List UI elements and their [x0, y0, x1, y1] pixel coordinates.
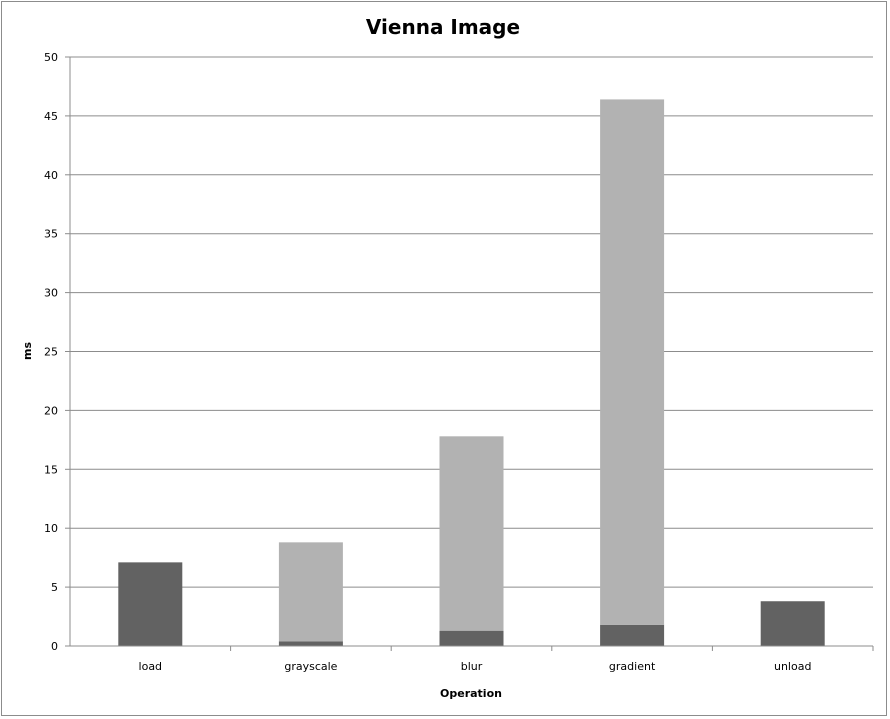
bars — [118, 99, 825, 646]
bar-load-segment-1 — [118, 562, 183, 646]
y-tick-label-0: 0 — [51, 640, 58, 653]
y-tick-label-35: 35 — [44, 228, 58, 241]
x-tick-label-gradient: gradient — [609, 660, 656, 673]
y-tick-label-15: 15 — [44, 463, 58, 476]
y-tick-label-30: 30 — [44, 287, 58, 300]
y-tick-label-25: 25 — [44, 346, 58, 359]
bar-grayscale-segment-2 — [278, 542, 343, 642]
y-tick-label-45: 45 — [44, 110, 58, 123]
y-tick-label-5: 5 — [51, 581, 58, 594]
x-tick-label-unload: unload — [774, 660, 811, 673]
bar-grayscale-segment-1 — [278, 641, 343, 646]
gridlines — [70, 56, 873, 588]
chart-title: Vienna Image — [366, 15, 520, 39]
bar-gradient-segment-1 — [600, 624, 665, 646]
bar-gradient-segment-2 — [600, 99, 665, 625]
y-tick-label-40: 40 — [44, 169, 58, 182]
y-tick-label-50: 50 — [44, 51, 58, 64]
y-tick-label-10: 10 — [44, 522, 58, 535]
bar-blur-segment-2 — [439, 436, 504, 631]
x-tick-label-grayscale: grayscale — [284, 660, 337, 673]
x-tick-label-load: load — [139, 660, 163, 673]
y-tick-labels: 0 5 10 15 20 25 30 35 40 45 50 — [44, 51, 58, 653]
x-tick-label-blur: blur — [461, 660, 483, 673]
y-axis-title: ms — [21, 342, 34, 360]
axes — [65, 56, 874, 651]
x-tick-labels: load grayscale blur gradient unload — [139, 660, 812, 673]
bar-unload-segment-1 — [760, 601, 825, 646]
x-axis-title: Operation — [440, 687, 502, 700]
bar-blur-segment-1 — [439, 630, 504, 646]
y-tick-label-20: 20 — [44, 404, 58, 417]
